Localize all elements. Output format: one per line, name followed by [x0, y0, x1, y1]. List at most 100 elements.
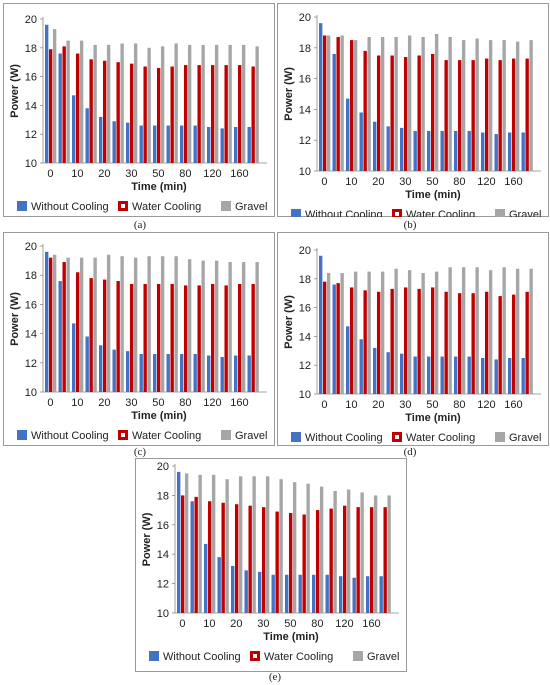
bar-water [336, 283, 340, 394]
legend-label-gravel: Gravel [367, 651, 399, 663]
bar-gravel [340, 35, 344, 172]
bar-gravel [241, 44, 246, 163]
legend-swatch-without [17, 430, 27, 440]
bar-water [156, 283, 161, 392]
legend-swatch-without [291, 209, 301, 217]
bar-water [329, 508, 333, 613]
bar-water [315, 510, 320, 613]
y-tick-label: 14 [157, 549, 169, 561]
bar-gravel [515, 268, 520, 394]
bar-water [349, 40, 354, 171]
bar-gravel [79, 257, 84, 392]
legend-label-water: Water Cooling [264, 651, 333, 663]
legend-swatch-mark [395, 435, 399, 439]
y-tick-label: 18 [299, 274, 311, 286]
legend-swatch-mark [395, 212, 399, 216]
bar-gravel [160, 256, 165, 392]
legend-label-gravel: Gravel [509, 432, 541, 444]
bar-without [193, 125, 197, 163]
bar-gravel [201, 44, 205, 163]
bar-water [129, 63, 134, 163]
legend-swatch-gravel [221, 201, 231, 211]
bar-water [498, 60, 502, 172]
bar-gravel [225, 479, 229, 613]
bar-water [102, 279, 107, 392]
bar-water [210, 283, 215, 392]
x-tick-label: 50 [426, 176, 438, 188]
bar-gravel [228, 44, 232, 163]
x-tick-label: 20 [230, 618, 242, 630]
bar-gravel [367, 271, 371, 394]
chart-panel-c: 10 12 14 16 18 20 Power (W) 0 10 20 30 50 80 120 160 Ti… [3, 232, 275, 446]
bar-water [471, 60, 475, 172]
bar-without [193, 354, 197, 392]
bar-gravel [255, 262, 259, 392]
legend-label-gravel: Gravel [509, 209, 541, 217]
chart-panel-a: 10 12 14 16 18 20 Power (W) 0 10 20 30 50 80 120 160 Ti… [3, 3, 275, 217]
bar-without [207, 127, 211, 163]
bar-water [471, 293, 475, 394]
bar-without [440, 130, 444, 171]
legend-swatch-mark [121, 433, 125, 437]
x-tick-label: 0 [321, 176, 327, 188]
bar-without [494, 134, 498, 171]
bar-water [183, 285, 188, 392]
bar-without [234, 127, 238, 163]
bar-gravel [93, 44, 97, 163]
bar-gravel [475, 38, 479, 172]
y-tick-label: 10 [25, 387, 37, 399]
chart-svg: 10 12 14 16 18 20 Power (W) 0 10 20 30 50 80 120 160 Ti… [3, 232, 275, 446]
x-tick-label: 160 [230, 397, 248, 409]
caption-e: (e) [268, 671, 282, 683]
y-axis-label: Power (W) [283, 67, 295, 121]
bar-gravel [434, 271, 439, 394]
bar-without [99, 116, 103, 163]
y-axis-label: Power (W) [9, 292, 21, 346]
bar-without [440, 356, 444, 394]
bar-without [166, 354, 170, 392]
y-tick-label: 14 [299, 331, 311, 343]
bar-without [58, 281, 62, 392]
bar-gravel [292, 482, 297, 613]
bar-gravel [353, 271, 358, 394]
bar-without [190, 501, 194, 613]
y-tick-label: 16 [299, 74, 311, 86]
bar-without [234, 355, 238, 392]
bar-without [427, 356, 431, 394]
legend-label-without: Without Cooling [305, 432, 383, 444]
bar-water [349, 287, 354, 394]
bar-water [197, 65, 201, 163]
y-tick-label: 20 [25, 241, 37, 253]
bar-water [363, 290, 367, 394]
x-tick-label: 30 [399, 399, 411, 411]
y-tick-label: 12 [157, 579, 169, 591]
bar-gravel [407, 35, 412, 172]
bar-water [484, 58, 489, 171]
legend-label-water: Water Cooling [406, 432, 475, 444]
x-tick-label: 20 [98, 168, 110, 180]
bar-without [373, 121, 377, 171]
bar-gravel [187, 44, 192, 163]
y-tick-label: 16 [299, 303, 311, 315]
bar-water [498, 296, 502, 394]
bar-water [417, 55, 421, 171]
bar-without [58, 53, 62, 164]
bar-gravel [120, 43, 124, 164]
bar-gravel [214, 44, 219, 163]
bar-water [143, 283, 147, 392]
bar-gravel [201, 260, 205, 392]
x-tick-label: 0 [179, 618, 185, 630]
bar-without [346, 98, 350, 171]
bar-without [400, 353, 404, 394]
bar-without [366, 576, 370, 613]
bar-water [116, 62, 120, 164]
y-tick-label: 20 [299, 245, 311, 257]
x-tick-label: 20 [98, 397, 110, 409]
bar-water [89, 59, 93, 163]
chart-panel-b: 10 12 14 16 18 20 Power (W) 0 10 20 30 50 80 120 160 Ti… [277, 3, 549, 217]
bar-without [352, 577, 356, 613]
y-tick-label: 20 [299, 12, 311, 24]
bar-without [244, 570, 248, 613]
bar-gravel [187, 259, 192, 392]
bar-water [484, 291, 489, 394]
